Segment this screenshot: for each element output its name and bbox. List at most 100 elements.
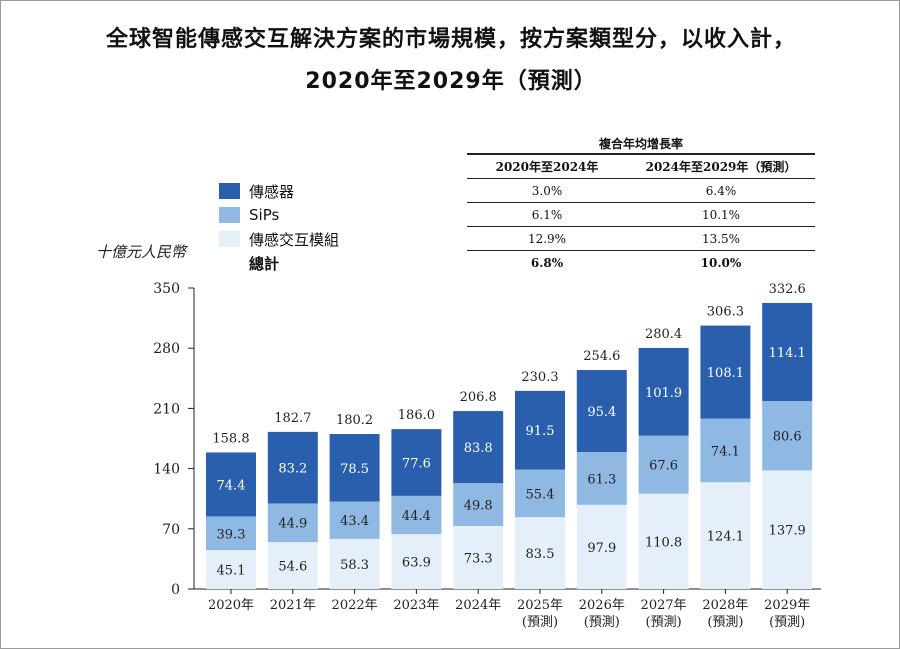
x-tick-label: 2026年 (579, 598, 625, 613)
legend-label: 傳感器 (249, 182, 295, 201)
legend-item-sensor: 傳感器 (219, 179, 339, 203)
legend-label: 傳感交互模組 (249, 230, 340, 249)
bar-value-label: 77.6 (402, 456, 431, 471)
cagr-header: 2020年至2024年 (495, 160, 599, 174)
bar-segment (638, 435, 689, 494)
cagr-row: 6.1% 10.1% (467, 202, 815, 226)
bar-segment (329, 538, 380, 589)
y-tick-label: 350 (153, 281, 180, 297)
bar-value-label: 44.9 (278, 517, 307, 532)
bar-value-label: 80.6 (773, 430, 802, 445)
bar-value-label: 73.3 (464, 551, 493, 566)
chart-title-line2: 2020年至2029年（預測） (305, 69, 597, 94)
cagr-cell: 3.0% (531, 183, 563, 198)
bar-segment (329, 501, 380, 539)
bar-segment (700, 482, 751, 589)
bar-total-label: 306.3 (707, 305, 744, 320)
bar-segment (515, 390, 565, 470)
legend-swatch (219, 183, 240, 199)
bar-value-label: 45.1 (217, 564, 246, 579)
cagr-cell: 6.1% (531, 207, 563, 222)
x-tick-label: (預測) (646, 615, 682, 630)
legend-label: 總計 (249, 254, 280, 273)
y-tick-label: 140 (153, 462, 180, 478)
x-tick-label: (預測) (522, 615, 558, 630)
bar-value-label: 101.9 (645, 386, 682, 401)
bar-segment (453, 525, 504, 589)
cagr-row-total: 6.8% 10.0% (467, 250, 815, 274)
bar-segment (206, 516, 256, 551)
bar-value-label: 74.4 (217, 478, 246, 493)
bar-value-label: 49.8 (464, 499, 493, 514)
bar-total-label: 332.6 (769, 282, 806, 297)
bar-value-label: 137.9 (769, 524, 806, 539)
bar-segment (267, 503, 318, 543)
bar-segment (515, 517, 565, 589)
bar-segment (762, 470, 813, 589)
bar-value-label: 58.3 (340, 558, 369, 573)
x-tick-label: 2024年 (455, 598, 501, 613)
bar-value-label: 83.2 (278, 462, 307, 477)
legend-item-module: 傳感交互模組 (219, 227, 339, 251)
bar-value-label: 39.3 (217, 527, 246, 542)
bar-value-label: 44.4 (402, 509, 431, 524)
bar-value-label: 43.4 (340, 514, 369, 529)
cagr-table: 複合年均增長率 2020年至2024年 2024年至2029年（預測） 3.0%… (467, 135, 815, 274)
bar-value-label: 95.4 (587, 405, 616, 420)
bar-segment (453, 411, 504, 484)
x-tick-label: (預測) (769, 615, 805, 630)
bar-value-label: 97.9 (587, 541, 616, 556)
bar-segment (267, 431, 318, 504)
bar-total-label: 180.2 (336, 413, 373, 428)
bar-value-label: 54.6 (278, 560, 307, 575)
cagr-cell: 12.9% (527, 231, 567, 246)
y-tick-label: 280 (153, 341, 180, 357)
bar-segment (638, 347, 689, 436)
cagr-cell: 6.4% (705, 183, 737, 198)
bar-value-label: 124.1 (707, 530, 744, 545)
bar-segment (576, 370, 627, 453)
y-axis-unit-label: 十億元人民幣 (96, 243, 187, 261)
cagr-title: 複合年均增長率 (598, 137, 683, 151)
x-tick-label: 2020年 (208, 598, 254, 613)
bar-segment (206, 452, 256, 517)
legend-label: SiPs (249, 206, 280, 224)
x-tick-label: 2029年 (764, 598, 810, 613)
bar-total-label: 158.8 (212, 431, 249, 446)
cagr-cell: 6.8% (530, 255, 564, 270)
cagr-cell: 10.0% (700, 255, 742, 270)
cagr-header: 2024年至2029年（預測） (645, 160, 797, 174)
bar-segment (576, 452, 627, 505)
bar-value-label: 55.4 (526, 487, 555, 502)
bar-segment (762, 401, 813, 471)
bar-value-label: 83.8 (464, 441, 493, 456)
bar-total-label: 186.0 (398, 408, 435, 423)
bar-segment (453, 483, 504, 526)
cagr-row: 12.9% 13.5% (467, 226, 815, 250)
bar-total-label: 182.7 (274, 411, 311, 426)
legend-swatch (219, 231, 240, 247)
bar-segment (576, 504, 627, 589)
x-tick-label: (預測) (707, 615, 743, 630)
bar-value-label: 61.3 (587, 472, 616, 487)
bar-value-label: 78.5 (340, 462, 369, 477)
bar-segment (206, 550, 256, 589)
bar-segment (329, 434, 380, 502)
cagr-cell: 10.1% (701, 207, 741, 222)
x-tick-label: 2028年 (702, 598, 748, 613)
bar-segment (391, 534, 442, 589)
bar-segment (638, 493, 689, 589)
y-tick-label: 210 (153, 401, 180, 417)
bar-total-label: 280.4 (645, 327, 682, 342)
bar-value-label: 63.9 (402, 556, 431, 571)
bar-total-label: 254.6 (583, 349, 620, 364)
bar-value-label: 108.1 (707, 366, 744, 381)
x-tick-label: 2027年 (641, 598, 687, 613)
bar-segment (700, 418, 751, 483)
x-tick-label: 2021年 (270, 598, 316, 613)
bar-value-label: 110.8 (645, 535, 682, 550)
bar-segment (515, 469, 565, 518)
bar-segment (267, 542, 318, 589)
